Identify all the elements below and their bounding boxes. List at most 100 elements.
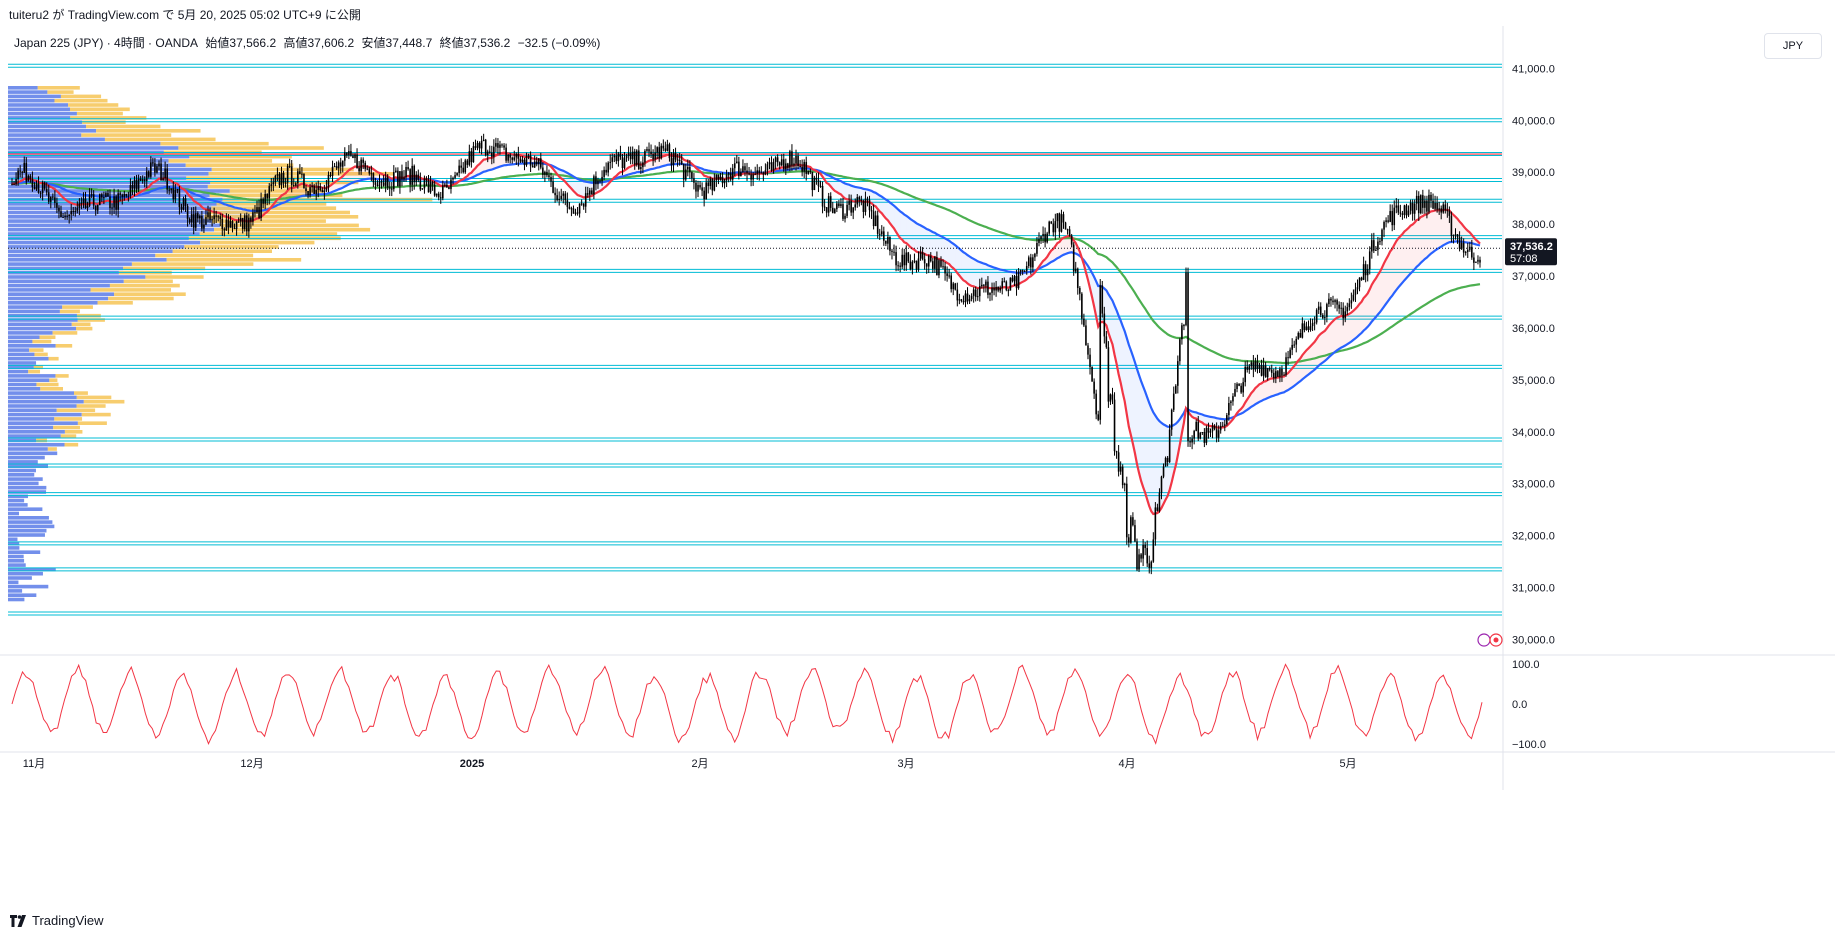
candle-body bbox=[413, 165, 416, 183]
volume-bar-up bbox=[8, 159, 169, 163]
candle-body bbox=[1471, 246, 1473, 258]
volume-bar-down bbox=[83, 399, 125, 404]
candle-body bbox=[866, 198, 869, 200]
candle-body bbox=[329, 174, 332, 176]
candle-body bbox=[1240, 385, 1242, 393]
candle-body bbox=[1405, 205, 1408, 216]
candle-body bbox=[972, 289, 975, 296]
volume-bar-down bbox=[168, 159, 273, 163]
candle-body bbox=[1005, 281, 1008, 291]
volume-bar-up bbox=[8, 511, 20, 516]
candle-body bbox=[1338, 304, 1340, 309]
candle-body bbox=[505, 147, 507, 161]
price-tick-label: 41,000.0 bbox=[1512, 63, 1555, 75]
price-chart[interactable]: 41,000.0 40,000.0 39,000.0 38,000.0 37,000.0… bbox=[0, 0, 1835, 910]
ema-cloud-segment bbox=[352, 166, 356, 183]
candle-body bbox=[19, 170, 21, 172]
candle-body bbox=[719, 176, 722, 180]
volume-bar-down bbox=[68, 103, 119, 107]
volume-bar-up bbox=[8, 352, 35, 357]
candle-body bbox=[80, 202, 83, 204]
candle-body bbox=[1444, 204, 1447, 211]
ema-cloud-segment bbox=[336, 179, 339, 191]
candle-body bbox=[564, 193, 567, 201]
candle-body bbox=[354, 154, 356, 159]
candle-body bbox=[744, 166, 746, 171]
candle-body bbox=[670, 158, 673, 166]
ema-cloud-segment bbox=[981, 262, 984, 288]
candle-body bbox=[691, 172, 693, 179]
volume-bar-up bbox=[8, 580, 19, 585]
volume-bar-up bbox=[8, 227, 215, 232]
candle-body bbox=[41, 182, 44, 194]
candle-body bbox=[1215, 429, 1218, 438]
candle-body bbox=[427, 180, 430, 193]
volume-bar-down bbox=[185, 163, 294, 167]
ema-cloud-segment bbox=[1347, 313, 1350, 345]
candle-body bbox=[631, 151, 634, 160]
volume-bar-down bbox=[145, 275, 204, 279]
volume-bar-down bbox=[109, 283, 180, 288]
candle-body bbox=[932, 261, 934, 269]
candle-body bbox=[825, 207, 828, 213]
ema-cloud-segment bbox=[947, 239, 950, 265]
ema-cloud-segment bbox=[1134, 362, 1137, 465]
candle-body bbox=[223, 229, 226, 231]
candle-body bbox=[1360, 277, 1363, 280]
candle-body bbox=[1146, 548, 1148, 564]
volume-bar-up bbox=[8, 283, 110, 288]
volume-bar-up bbox=[8, 395, 77, 400]
ema-cloud-segment bbox=[481, 159, 484, 173]
ema-cloud-segment bbox=[1294, 363, 1297, 386]
ema-cloud-segment bbox=[1433, 210, 1436, 253]
candle-body bbox=[203, 224, 205, 229]
candle-body bbox=[625, 156, 628, 159]
tradingview-brand[interactable]: TradingView bbox=[10, 913, 104, 928]
candle-body bbox=[535, 161, 538, 165]
candle-body bbox=[403, 177, 405, 180]
symbol-name[interactable]: Japan 225 (JPY) · 4時間 · OANDA bbox=[14, 36, 199, 50]
volume-bar-up bbox=[8, 550, 41, 554]
ema-cloud-segment bbox=[1067, 236, 1070, 254]
candle-body bbox=[1162, 466, 1165, 477]
candle-body bbox=[1399, 212, 1402, 214]
candle-body bbox=[211, 219, 213, 221]
candle-body bbox=[1089, 354, 1091, 367]
ema-cloud-segment bbox=[992, 266, 995, 289]
candle-body bbox=[62, 217, 64, 219]
candle-body bbox=[1387, 220, 1389, 222]
ema-cloud-segment bbox=[487, 157, 490, 171]
candle-body bbox=[1023, 271, 1026, 273]
candle-body bbox=[376, 184, 379, 186]
candle-body bbox=[1166, 457, 1169, 462]
candle-body bbox=[201, 215, 203, 229]
candle-body bbox=[241, 217, 244, 230]
volume-bar-up bbox=[8, 288, 91, 292]
candle-body bbox=[239, 217, 242, 222]
candle-body bbox=[262, 198, 264, 204]
volume-bar-up bbox=[8, 348, 30, 352]
candle-body bbox=[227, 219, 230, 228]
candle-body bbox=[1303, 323, 1306, 331]
candle-body bbox=[233, 228, 236, 230]
volume-bar-down bbox=[77, 318, 105, 322]
candle-body bbox=[109, 196, 111, 209]
candle-body bbox=[425, 178, 428, 181]
candle-body bbox=[1238, 383, 1240, 386]
volume-bar-down bbox=[208, 172, 394, 176]
ema-cloud-segment bbox=[1428, 211, 1431, 256]
candle-body bbox=[1105, 336, 1108, 348]
candle-body bbox=[280, 172, 283, 186]
candle-body bbox=[1017, 271, 1020, 289]
currency-button[interactable]: JPY bbox=[1764, 33, 1822, 59]
ema-cloud-segment bbox=[512, 154, 515, 165]
candle-body bbox=[254, 212, 256, 214]
ema-cloud-segment bbox=[1416, 219, 1419, 267]
ema-cloud-segment bbox=[1255, 386, 1258, 405]
ema-cloud-segment bbox=[232, 206, 235, 220]
ema-cloud-segment bbox=[1394, 241, 1397, 293]
volume-bar-up bbox=[8, 442, 65, 447]
candle-body bbox=[570, 208, 573, 210]
candle-body bbox=[266, 193, 269, 199]
candle-body bbox=[795, 155, 797, 164]
